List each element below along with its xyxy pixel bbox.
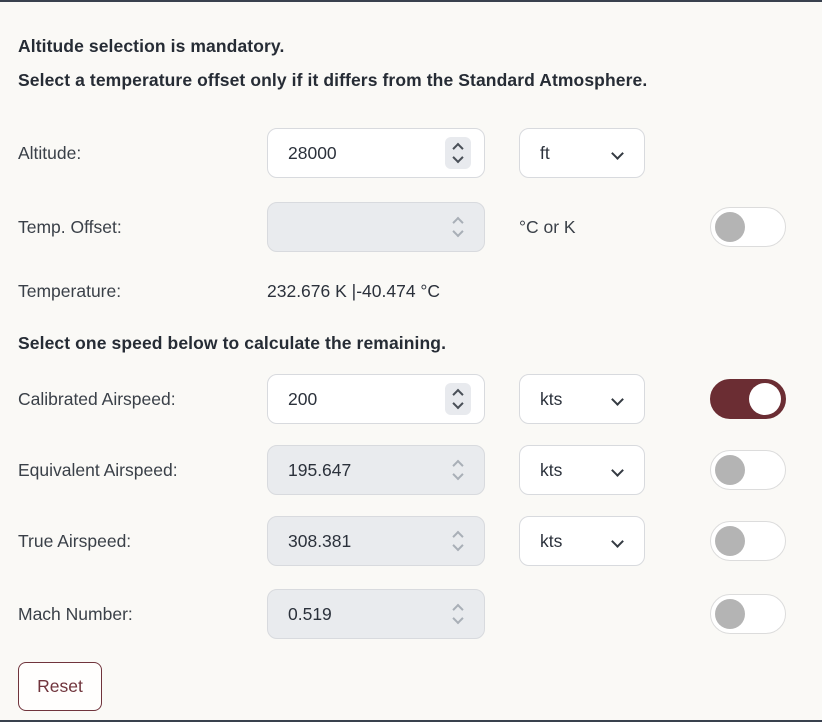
reset-button[interactable]: Reset bbox=[18, 662, 102, 711]
temp-offset-input bbox=[267, 202, 485, 252]
temp-offset-label: Temp. Offset: bbox=[18, 217, 122, 237]
spinner-down-icon bbox=[452, 539, 464, 552]
true-airspeed-label: True Airspeed: bbox=[18, 531, 132, 551]
calibrated-airspeed-input-wrap bbox=[267, 374, 485, 424]
temperature-row: Temperature: 232.676 K |-40.474 °C bbox=[0, 266, 822, 316]
altitude-spinner[interactable] bbox=[445, 137, 471, 169]
instruction-line-1: Altitude selection is mandatory. bbox=[18, 36, 285, 56]
true-airspeed-row: True Airspeed: kts bbox=[0, 516, 822, 566]
chevron-down-icon bbox=[611, 147, 624, 160]
true-airspeed-input-wrap bbox=[267, 516, 485, 566]
equivalent-airspeed-row: Equivalent Airspeed: kts bbox=[0, 445, 822, 495]
top-border-line bbox=[0, 0, 822, 2]
calibrated-airspeed-label: Calibrated Airspeed: bbox=[18, 389, 176, 409]
mach-number-input-wrap bbox=[267, 589, 485, 639]
equivalent-airspeed-input-wrap bbox=[267, 445, 485, 495]
instruction-line-2: Select a temperature offset only if it d… bbox=[18, 70, 648, 90]
temp-offset-toggle[interactable] bbox=[710, 207, 786, 247]
calibrated-airspeed-unit-select[interactable]: kts bbox=[519, 374, 645, 424]
temperature-label: Temperature: bbox=[18, 281, 122, 301]
speed-section-heading: Select one speed below to calculate the … bbox=[18, 333, 447, 353]
equivalent-airspeed-unit-select[interactable]: kts bbox=[519, 445, 645, 495]
chevron-down-icon bbox=[611, 535, 624, 548]
calibrated-airspeed-toggle[interactable] bbox=[710, 379, 786, 419]
equivalent-airspeed-label: Equivalent Airspeed: bbox=[18, 460, 178, 480]
spinner-down-icon[interactable] bbox=[452, 151, 464, 164]
equivalent-airspeed-toggle[interactable] bbox=[710, 450, 786, 490]
bottom-border-line bbox=[0, 720, 822, 722]
toggle-knob bbox=[715, 212, 745, 242]
temp-offset-row: Temp. Offset: °C or K bbox=[0, 202, 822, 252]
temp-offset-input-wrap bbox=[267, 202, 485, 252]
spinner-down-icon[interactable] bbox=[452, 397, 464, 410]
mach-number-label: Mach Number: bbox=[18, 604, 133, 624]
true-airspeed-spinner bbox=[445, 525, 471, 557]
calibrated-airspeed-unit-value: kts bbox=[540, 388, 563, 409]
mach-number-input bbox=[267, 589, 485, 639]
true-airspeed-input bbox=[267, 516, 485, 566]
chevron-down-icon bbox=[611, 393, 624, 406]
altitude-unit-select[interactable]: ft bbox=[519, 128, 645, 178]
true-airspeed-toggle[interactable] bbox=[710, 521, 786, 561]
altitude-label: Altitude: bbox=[18, 143, 82, 163]
equivalent-airspeed-unit-value: kts bbox=[540, 459, 563, 480]
temp-offset-unit-label: °C or K bbox=[519, 217, 576, 237]
calibrated-airspeed-spinner[interactable] bbox=[445, 383, 471, 415]
true-airspeed-unit-value: kts bbox=[540, 530, 563, 551]
mach-number-toggle[interactable] bbox=[710, 594, 786, 634]
spinner-down-icon bbox=[452, 468, 464, 481]
altitude-input-wrap bbox=[267, 128, 485, 178]
spinner-down-icon bbox=[452, 225, 464, 238]
chevron-down-icon bbox=[611, 464, 624, 477]
altitude-row: Altitude: ft bbox=[0, 128, 822, 178]
true-airspeed-unit-select[interactable]: kts bbox=[519, 516, 645, 566]
equivalent-airspeed-spinner bbox=[445, 454, 471, 486]
spinner-down-icon bbox=[452, 612, 464, 625]
calibrated-airspeed-row: Calibrated Airspeed: kts bbox=[0, 374, 822, 424]
toggle-knob bbox=[715, 599, 745, 629]
toggle-knob bbox=[715, 455, 745, 485]
equivalent-airspeed-input bbox=[267, 445, 485, 495]
altitude-unit-value: ft bbox=[540, 142, 550, 163]
temp-offset-spinner bbox=[445, 211, 471, 243]
toggle-knob bbox=[749, 383, 781, 415]
temperature-value: 232.676 K |-40.474 °C bbox=[267, 281, 441, 301]
toggle-knob bbox=[715, 526, 745, 556]
mach-number-row: Mach Number: bbox=[0, 589, 822, 639]
mach-number-spinner bbox=[445, 598, 471, 630]
